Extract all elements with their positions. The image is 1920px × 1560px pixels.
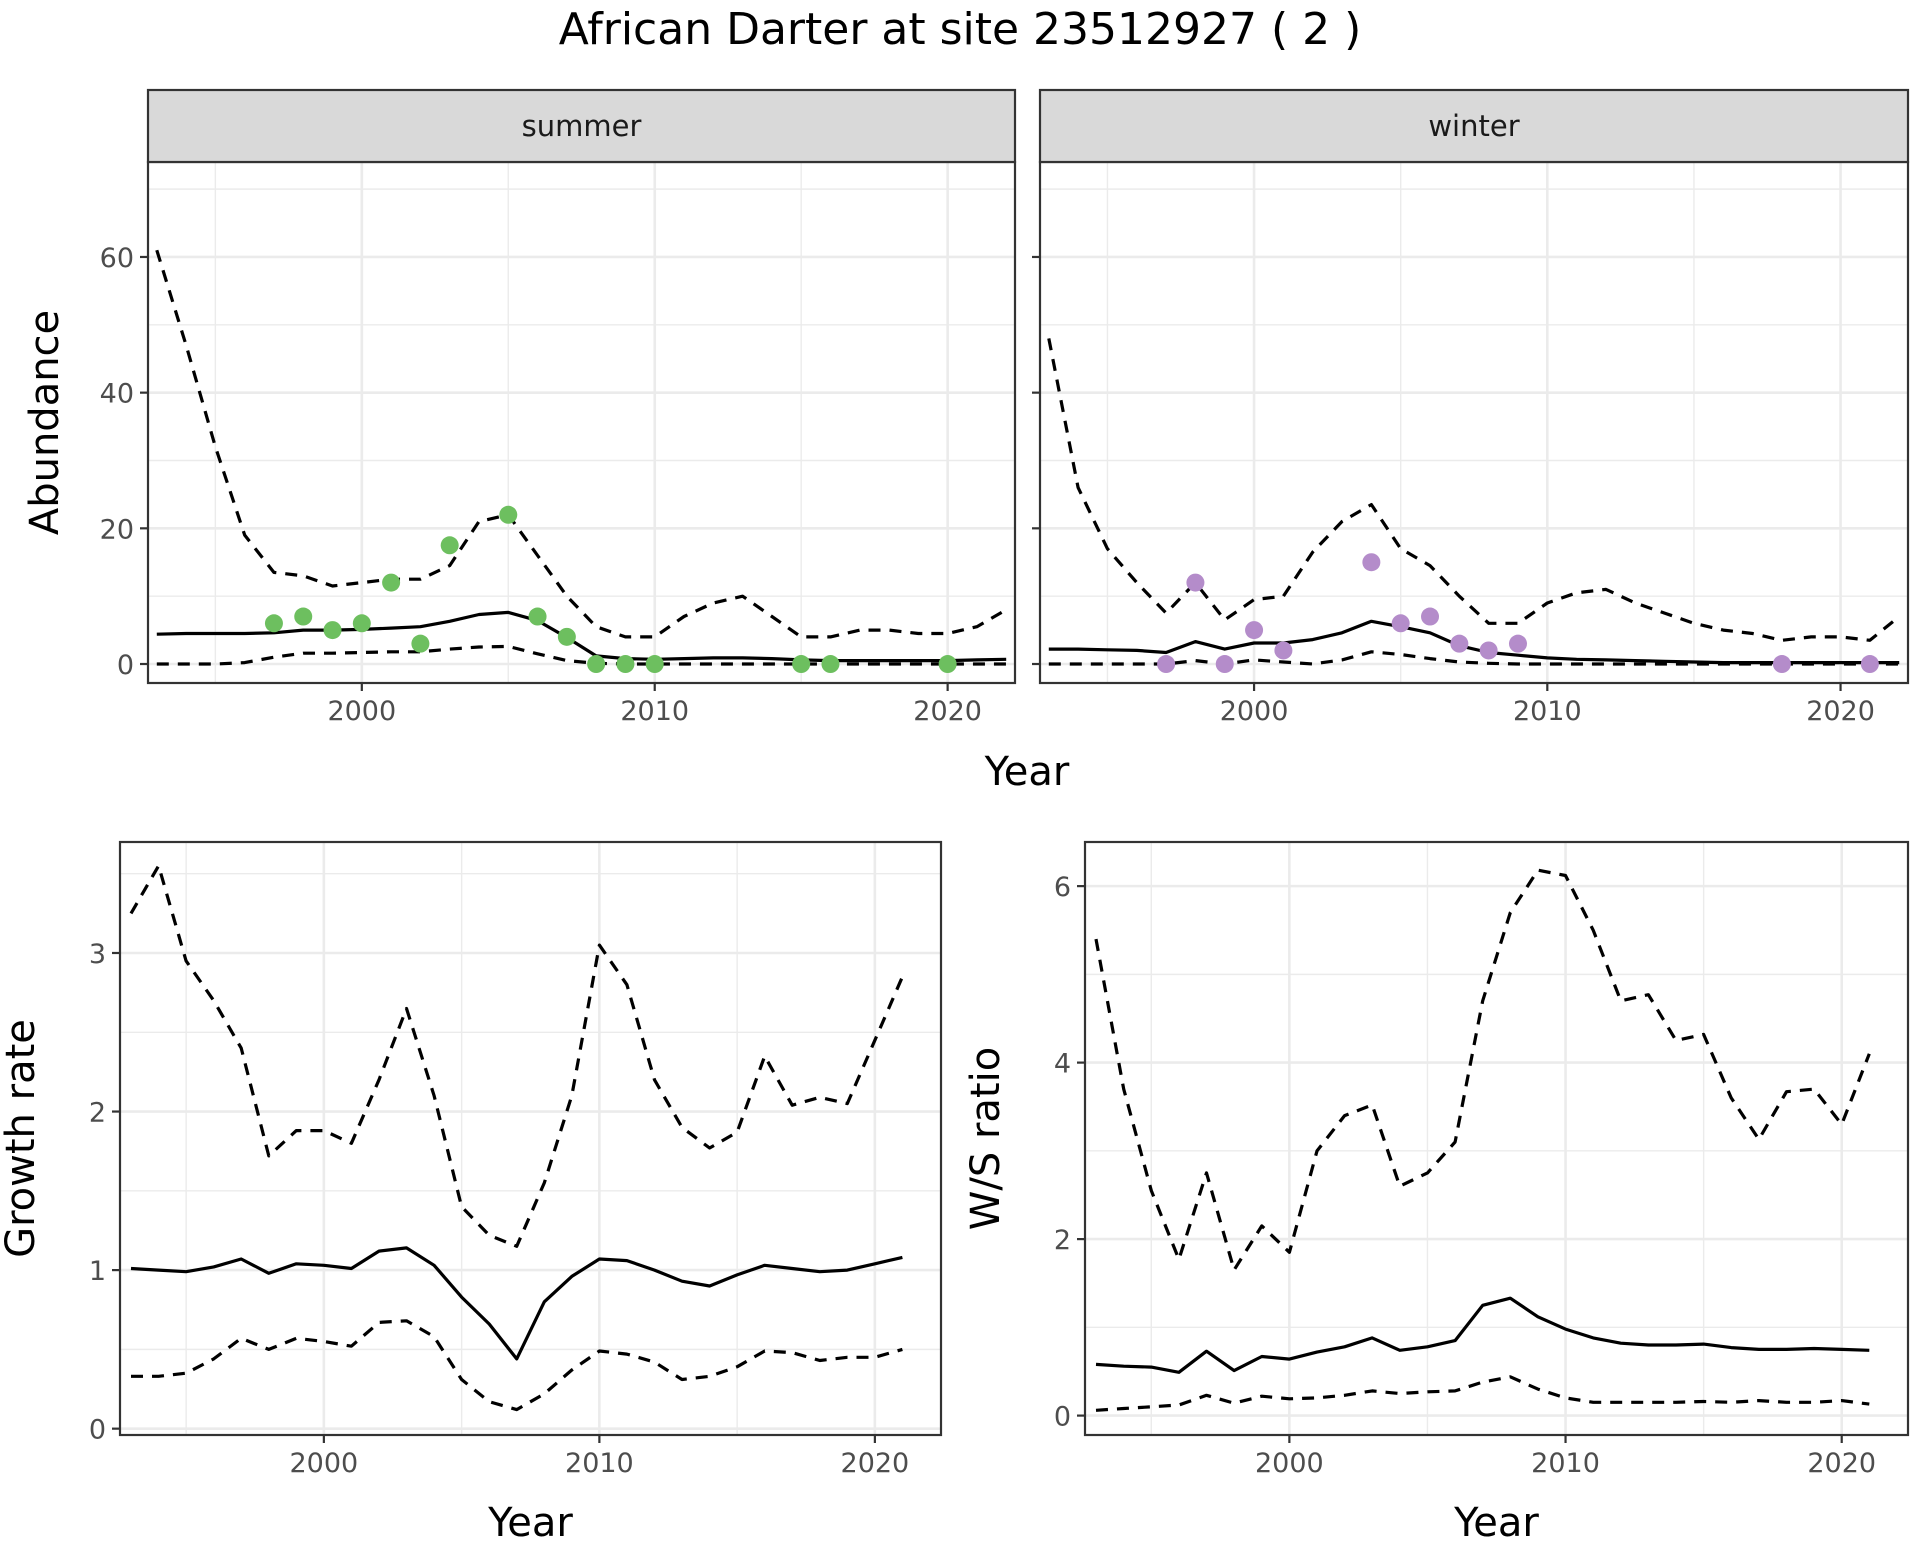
y-tick-label: 4 — [1054, 1049, 1071, 1080]
facet-strip-label: summer — [522, 109, 642, 143]
x-tick-label: 2000 — [290, 1448, 359, 1479]
y-tick-label: 0 — [117, 650, 134, 681]
data-point — [938, 655, 957, 674]
x-tick-label: 2010 — [620, 696, 689, 727]
y-tick-label: 60 — [100, 243, 134, 274]
data-point — [1508, 634, 1527, 653]
panel-border — [118, 840, 943, 1437]
x-axis-title: Year — [487, 1500, 573, 1546]
x-tick-label: 2020 — [913, 696, 982, 727]
data-point — [1860, 655, 1879, 674]
series-line-mean — [156, 610, 1007, 663]
data-point — [1772, 655, 1791, 674]
x-axis-title-facets: Year — [984, 749, 1070, 795]
series-line-lower — [1048, 650, 1900, 666]
data-point — [352, 614, 371, 633]
data-point — [411, 634, 430, 653]
data-point — [587, 655, 606, 674]
panel-growth: 2000 2010 2020 0 1 2 3 Growth rate Year — [0, 840, 943, 1546]
data-point — [616, 655, 635, 674]
panel-ws_ratio: 2000 2010 2020 0 2 4 6 W/S ratio Year — [963, 840, 1910, 1546]
y-tick-label: 3 — [89, 939, 106, 970]
panel-winter: winter 2000 2010 2020 — [1032, 88, 1910, 727]
data-point — [1479, 641, 1498, 660]
data-point — [1391, 614, 1410, 633]
series-line-upper — [129, 864, 904, 1248]
data-point — [294, 607, 313, 626]
y-tick-label: 20 — [100, 514, 134, 545]
x-tick-label: 2020 — [841, 1448, 910, 1479]
data-point — [1450, 634, 1469, 653]
data-point — [264, 614, 283, 633]
data-point — [1186, 573, 1205, 592]
plot-background — [1040, 162, 1908, 683]
x-tick-label: 2020 — [1806, 696, 1875, 727]
data-point — [382, 573, 401, 592]
y-axis-title: W/S ratio — [963, 1047, 1009, 1230]
data-point — [792, 655, 811, 674]
series-line-upper — [1094, 868, 1871, 1272]
plot-background — [120, 842, 941, 1435]
series-line-mean — [1048, 619, 1900, 665]
data-point — [528, 607, 547, 626]
data-point — [1274, 641, 1293, 660]
x-tick-label: 2010 — [1531, 1448, 1600, 1479]
y-tick-label: 40 — [100, 379, 134, 410]
x-tick-label: 2000 — [1220, 696, 1289, 727]
data-point — [323, 621, 342, 640]
series-line-mean — [1095, 1296, 1870, 1374]
y-tick-label: 0 — [1054, 1402, 1071, 1433]
facet-strip — [1038, 88, 1910, 164]
data-point — [1215, 655, 1234, 674]
data-point — [557, 627, 576, 646]
data-point — [440, 536, 459, 555]
y-axis-title: Growth rate — [0, 1019, 44, 1258]
x-tick-label: 2010 — [1513, 696, 1582, 727]
data-point — [1245, 621, 1264, 640]
plot-background — [1085, 842, 1908, 1435]
facet-strip-label: winter — [1428, 109, 1519, 143]
series-line-lower — [131, 1319, 903, 1412]
x-tick-label: 2020 — [1807, 1448, 1876, 1479]
panel-border — [1083, 840, 1910, 1437]
data-point — [1421, 607, 1440, 626]
panel-summer: summer 2000 2010 2020 0 20 40 60 Abundance — [22, 88, 1017, 727]
y-tick-label: 2 — [89, 1098, 106, 1129]
y-tick-label: 0 — [89, 1415, 106, 1446]
y-tick-label: 2 — [1054, 1225, 1071, 1256]
plot-background — [148, 162, 1015, 683]
data-point — [499, 505, 518, 524]
data-point — [645, 655, 664, 674]
x-axis-title: Year — [1453, 1500, 1539, 1546]
data-point — [1362, 553, 1381, 572]
y-tick-label: 6 — [1054, 872, 1071, 903]
data-point — [821, 655, 840, 674]
series-line-lower — [1095, 1375, 1870, 1412]
series-line-lower — [156, 644, 1007, 666]
facet-strip — [146, 88, 1017, 164]
y-tick-label: 1 — [89, 1256, 106, 1287]
y-axis-title: Abundance — [22, 310, 68, 535]
chart-title: African Darter at site 23512927 ( 2 ) — [558, 4, 1362, 55]
data-point — [1157, 655, 1176, 674]
x-tick-label: 2000 — [1255, 1448, 1324, 1479]
x-tick-label: 2000 — [327, 696, 396, 727]
series-line-mean — [130, 1246, 903, 1361]
x-tick-label: 2010 — [565, 1448, 634, 1479]
